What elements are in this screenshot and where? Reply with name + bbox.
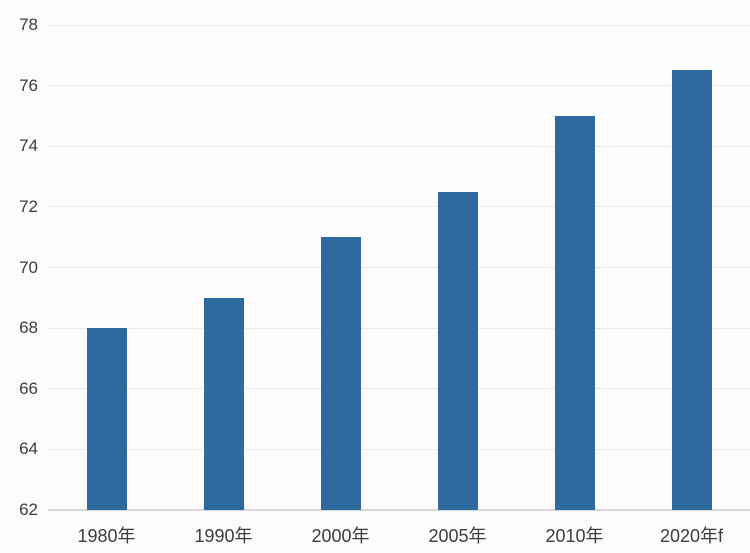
gridline-y-72: [48, 206, 750, 208]
gridline-y-74: [48, 145, 750, 147]
plot-area: [48, 24, 750, 511]
bar-2020年f: [671, 70, 712, 510]
gridline-y-68: [48, 327, 750, 329]
x-tick-label-2000年: 2000年: [311, 526, 370, 546]
bar-2000年: [320, 237, 361, 510]
x-tick-label-2020年f: 2020年f: [659, 526, 724, 546]
bar-1990年: [203, 297, 244, 510]
x-tick-label-2010年: 2010年: [545, 526, 604, 546]
y-tick-label-62: 62: [19, 500, 38, 519]
gridline-y-70: [48, 267, 750, 268]
y-tick-label-78: 78: [19, 15, 38, 34]
gridline-y-66: [48, 388, 750, 390]
bar-1980年: [86, 328, 127, 510]
x-tick-label-1980年: 1980年: [77, 526, 136, 546]
x-tick-label-1990年: 1990年: [194, 526, 253, 546]
y-tick-label-74: 74: [19, 136, 38, 156]
y-tick-label-72: 72: [19, 196, 38, 216]
bar-2010年: [554, 115, 595, 510]
gridline-y-78: [48, 24, 750, 26]
bar-2005年: [437, 191, 478, 510]
y-axis: 62 64 66 68 70 72 74 76 78: [0, 15, 38, 519]
gridline-y-76: [48, 85, 750, 87]
x-axis-line: [48, 509, 750, 511]
y-tick-label-68: 68: [19, 318, 38, 338]
x-axis: 1980年 1990年 2000年 2005年 2010年 2020年f: [48, 513, 750, 553]
y-tick-label-66: 66: [19, 378, 38, 398]
y-tick-label-76: 76: [19, 75, 38, 95]
x-tick-label-2005年: 2005年: [428, 526, 487, 546]
y-tick-label-64: 64: [19, 439, 38, 459]
gridline-y-64: [48, 448, 750, 450]
y-tick-label-70: 70: [19, 257, 38, 277]
